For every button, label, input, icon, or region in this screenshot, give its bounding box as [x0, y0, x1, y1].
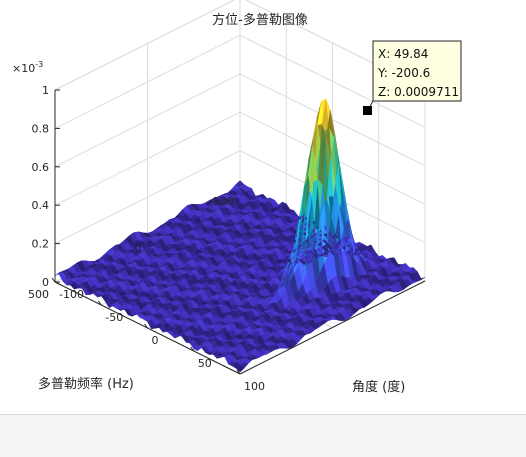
data-tip-box	[372, 40, 462, 102]
x-tick	[51, 277, 56, 283]
data-tip-marker	[363, 106, 372, 115]
z-tick-label: 0.6	[32, 161, 50, 174]
y-tick	[239, 188, 245, 192]
x-tick-label: -50	[105, 311, 123, 324]
z-tick-label: 0.4	[32, 199, 50, 212]
figure-window: 0 0.2 0.4 0.6 0.8 1 -500 0 500 -100 -50 0 50 100 方位-多…	[0, 0, 526, 415]
y-tick	[147, 235, 152, 238]
x-tick	[190, 346, 195, 352]
chart-title: 方位-多普勒图像	[212, 12, 308, 28]
x-tick-label: 50	[198, 357, 212, 370]
data-tip[interactable]: X: 49.84 Y: -200.6 Z: 0.0009711	[363, 40, 462, 115]
bottom-panel	[0, 415, 526, 457]
y-tick-label: 500	[28, 288, 49, 301]
x-tick-label: 0	[152, 334, 159, 347]
surface-mesh	[54, 98, 426, 373]
z-tick-label: 0	[42, 276, 49, 289]
z-tick-label: 1	[42, 84, 49, 97]
x-axis-label: 角度 (度)	[352, 379, 405, 395]
data-tip-y: Y: -200.6	[377, 66, 430, 80]
z-gridline	[54, 0, 426, 91]
data-tip-z: Z: 0.0009711	[378, 85, 459, 99]
x-tick	[97, 300, 102, 306]
z-exponent-base: ×10	[12, 62, 35, 75]
surface-facet	[416, 277, 426, 281]
z-tick-label: 0.8	[32, 122, 50, 135]
x-tick	[144, 323, 148, 329]
y-tick-label: -500	[209, 195, 234, 208]
y-tick	[54, 281, 60, 285]
svg-text:×10-3: ×10-3	[12, 60, 43, 75]
x-tick-label: -100	[59, 288, 84, 301]
bottom-divider	[0, 414, 526, 415]
x-tick	[236, 369, 241, 375]
y-tick-label: 0	[135, 242, 142, 255]
y-axis-label: 多普勒频率 (Hz)	[38, 376, 134, 392]
z-exponent-label: ×10-3	[12, 60, 43, 75]
z-tick-label: 0.2	[32, 238, 50, 251]
x-axis-line	[239, 280, 426, 375]
z-exponent-power: -3	[35, 60, 43, 69]
data-tip-x: X: 49.84	[378, 47, 428, 61]
x-tick-label: 100	[244, 380, 265, 393]
